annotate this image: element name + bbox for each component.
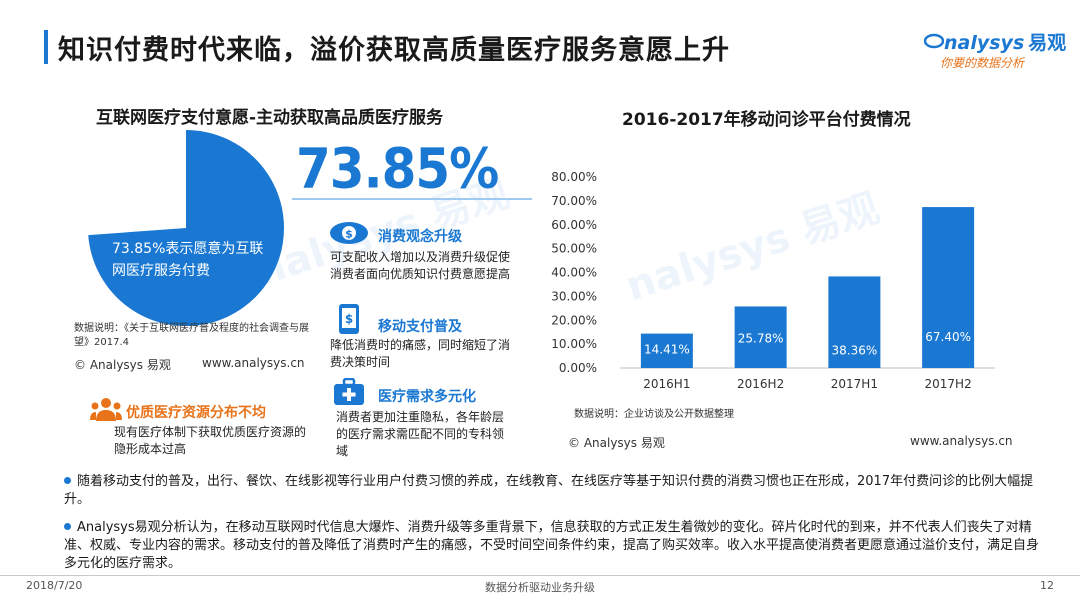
bar-2017H1 xyxy=(828,276,881,368)
y-tick-label: 20.00% xyxy=(551,313,597,327)
y-tick-label: 0.00% xyxy=(559,361,597,375)
y-tick-label: 80.00% xyxy=(551,170,597,184)
svg-text:$: $ xyxy=(345,312,353,326)
bullet-text-2: Analysys易观分析认为，在移动互联网时代信息大爆炸、消费升级等多重背景下，… xyxy=(64,520,1040,571)
page-number: 12 xyxy=(1040,579,1054,592)
title-accent-bar xyxy=(44,30,48,64)
bar-value-label: 67.40% xyxy=(925,330,971,344)
x-tick-label: 2017H2 xyxy=(925,377,972,391)
left-source-note: 数据说明：《关于互联网医疗普及程度的社会调查与展望》2017.4 xyxy=(74,323,309,348)
feature-desc-consumption: 可支配收入增加以及消费升级促使消费者面向优质知识付费意愿提高 xyxy=(330,250,511,281)
mobile-payment-icon: $ xyxy=(339,304,359,334)
feature-desc-medical-demand: 消费者更加注重隐私，各年龄层的医疗需求需匹配不同的专科领域 xyxy=(336,410,505,458)
y-tick-label: 50.00% xyxy=(551,242,597,256)
y-tick-label: 30.00% xyxy=(551,289,597,303)
x-tick-label: 2017H1 xyxy=(831,377,878,391)
orange-feature-desc: 现有医疗体制下获取优质医疗资源的隐形成本过高 xyxy=(114,425,307,456)
analysys-a-icon xyxy=(924,33,944,49)
payment-willingness-pie xyxy=(88,130,284,326)
bullet-dot xyxy=(64,477,71,484)
bullet-point-1: 随着移动支付的普及，出行、餐饮、在线影视等行业用户付费习惯的养成，在线教育、在线… xyxy=(64,473,1044,509)
y-tick-label: 10.00% xyxy=(551,337,597,351)
left-panel-title: 互联网医疗支付意愿-主动获取高品质医疗服务 xyxy=(96,108,444,128)
bar-2016H2 xyxy=(734,306,787,368)
left-copyright: © Analysys 易观 xyxy=(74,358,171,372)
payment-bar-chart: 0.00% 10.00% 20.00% 30.00% 40.00% 50.00% 60.00… xyxy=(551,170,995,391)
right-website: www.analysys.cn xyxy=(910,434,1013,448)
bar-value-label: 38.36% xyxy=(831,343,877,357)
footer-slogan: 数据分析驱动业务升级 xyxy=(485,581,595,594)
bar-value-label: 25.78% xyxy=(738,331,784,345)
pie-label: 73.85%表示愿意为互联网医疗服务付费 xyxy=(112,241,264,279)
bullet-dot xyxy=(64,523,71,530)
y-tick-label: 40.00% xyxy=(551,266,597,280)
left-website: www.analysys.cn xyxy=(202,356,305,370)
right-copyright: © Analysys 易观 xyxy=(568,436,665,450)
big-percent: 73.85% xyxy=(296,137,499,201)
people-group-icon xyxy=(90,398,122,421)
logo-brand-cn: 易观 xyxy=(1028,32,1067,54)
page-title: 知识付费时代来临，溢价获取高质量医疗服务意愿上升 xyxy=(58,35,730,66)
x-tick-label: 2016H1 xyxy=(643,377,690,391)
feature-title-consumption: 消费观念升级 xyxy=(378,229,462,245)
y-tick-label: 60.00% xyxy=(551,218,597,232)
bar-2016H1 xyxy=(640,333,693,368)
money-bag-icon: $ xyxy=(330,222,368,244)
bullet-text-1: 随着移动支付的普及，出行、餐饮、在线影视等行业用户付费习惯的养成，在线教育、在线… xyxy=(64,474,1034,507)
pie-slice-willing xyxy=(88,130,284,326)
bullet-point-2: Analysys易观分析认为，在移动互联网时代信息大爆炸、消费升级等多重背景下，… xyxy=(64,519,1044,573)
bar-2017H2 xyxy=(922,207,975,368)
y-tick-label: 70.00% xyxy=(551,194,597,208)
orange-feature-title: 优质医疗资源分布不均 xyxy=(126,405,266,421)
logo-brand: nalysys xyxy=(944,32,1025,54)
footer-date: 2018/7/20 xyxy=(26,579,83,592)
right-panel-title: 2016-2017年移动问诊平台付费情况 xyxy=(622,110,911,130)
svg-text:$: $ xyxy=(345,228,353,241)
feature-title-medical-demand: 医疗需求多元化 xyxy=(378,389,476,405)
logo-slogan: 你要的数据分析 xyxy=(940,56,1025,70)
analysys-logo: nalysys 易观 你要的数据分析 xyxy=(924,28,1066,74)
feature-desc-mobile-pay: 降低消费时的痛感，同时缩短了消费决策时间 xyxy=(330,338,511,369)
percent-underline xyxy=(292,198,532,200)
bar-value-label: 14.41% xyxy=(644,343,690,357)
footer-rule xyxy=(0,575,1080,576)
x-tick-label: 2016H2 xyxy=(737,377,784,391)
right-source-note: 数据说明：企业访谈及公开数据整理 xyxy=(574,409,734,420)
medical-kit-icon xyxy=(334,378,364,405)
feature-title-mobile-pay: 移动支付普及 xyxy=(378,319,462,335)
